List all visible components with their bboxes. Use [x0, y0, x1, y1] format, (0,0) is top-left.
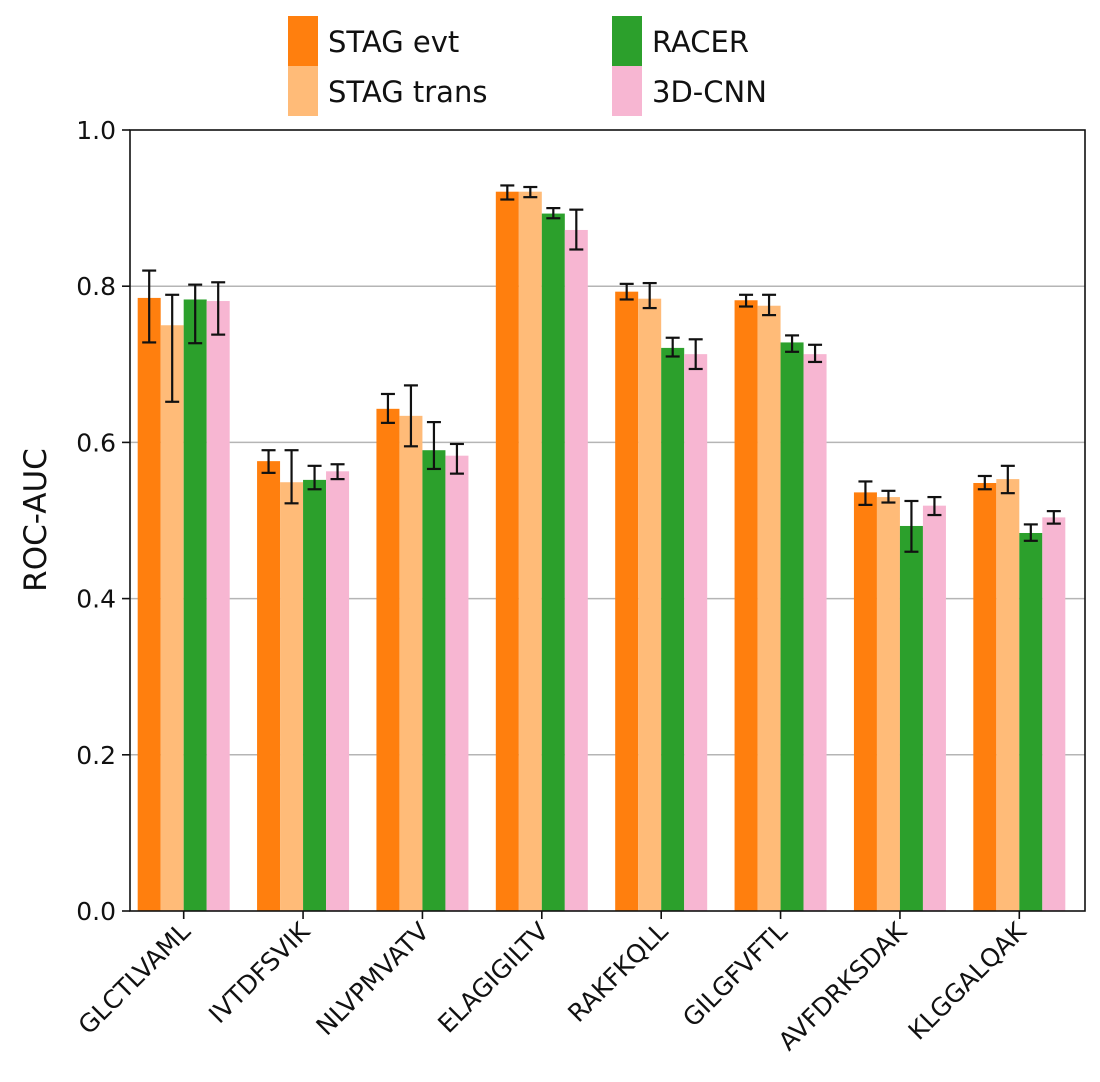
bar-3d-cnn-elagigiltv [564, 229, 588, 911]
bar-stag-evt-gilgfvftl [734, 300, 758, 911]
bar-3d-cnn-avfdrksdak [922, 505, 946, 911]
legend-swatch-3d-cnn [612, 66, 642, 116]
bar-stag-trans-nlvpmvatv [399, 415, 423, 911]
bar-stag-trans-gilgfvftl [757, 305, 781, 912]
legend-label-3d-cnn: 3D-CNN [652, 75, 767, 109]
bar-stag-evt-glctlvaml [137, 297, 161, 911]
legend-swatch-stag-trans [288, 66, 318, 116]
y-tick-label: 0.8 [76, 272, 116, 301]
bar-3d-cnn-ivtdfsvik [326, 471, 350, 911]
y-tick-label: 0.6 [76, 428, 116, 457]
bar-stag-evt-avfdrksdak [853, 492, 877, 911]
legend-swatch-stag-evt [288, 16, 318, 66]
bar-3d-cnn-klggalqak [1042, 517, 1066, 911]
bar-3d-cnn-rakfkqll [684, 354, 708, 912]
bar-3d-cnn-glctlvaml [206, 301, 230, 911]
legend: STAG evt STAG trans RACER 3D-CNN [288, 16, 767, 116]
bar-stag-trans-ivtdfsvik [280, 482, 304, 911]
bar-stag-evt-klggalqak [973, 483, 997, 911]
legend-label-stag-trans: STAG trans [328, 75, 487, 109]
bars [137, 191, 1066, 912]
y-tick-label: 0.0 [76, 897, 116, 926]
y-tick-label: 1.0 [76, 116, 116, 145]
bar-racer-klggalqak [1019, 532, 1043, 911]
bar-stag-evt-elagigiltv [495, 191, 519, 912]
x-tick-label-glctlvaml: GLCTLVAML [73, 917, 196, 1040]
y-axis-ticks: 0.0 0.2 0.4 0.6 0.8 1.0 [76, 116, 130, 926]
bar-stag-evt-nlvpmvatv [376, 408, 400, 911]
bar-racer-elagigiltv [541, 213, 565, 911]
x-tick-label-rakfkqll: RAKFKQLL [562, 917, 673, 1028]
x-tick-label-gilgfvftl: GILGFVFTL [677, 917, 793, 1033]
bar-racer-glctlvaml [183, 299, 207, 911]
x-tick-label-avfdrksdak: AVFDRKSDAK [773, 916, 913, 1056]
legend-swatch-racer [612, 16, 642, 66]
bar-stag-trans-klggalqak [996, 479, 1020, 911]
bar-racer-avfdrksdak [899, 525, 923, 911]
y-tick-label: 0.2 [76, 741, 116, 770]
plot-frame [129, 129, 1086, 912]
bar-stag-evt-rakfkqll [615, 291, 639, 911]
legend-label-racer: RACER [652, 25, 749, 59]
bar-racer-ivtdfsvik [303, 479, 327, 911]
bar-stag-trans-avfdrksdak [876, 497, 900, 911]
y-tick-label: 0.4 [76, 585, 116, 614]
x-tick-label-ivtdfsvik: IVTDFSVIK [203, 916, 316, 1029]
bar-stag-trans-elagigiltv [518, 191, 542, 912]
bar-stag-evt-ivtdfsvik [257, 461, 281, 911]
bar-stag-trans-glctlvaml [160, 325, 184, 911]
y-axis-label: ROC-AUC [18, 448, 54, 592]
x-tick-label-elagigiltv: ELAGIGILTV [432, 917, 554, 1039]
bar-3d-cnn-gilgfvftl [803, 354, 827, 912]
bar-racer-gilgfvftl [780, 342, 804, 911]
x-tick-label-klggalqak: KLGGALQAK [903, 916, 1032, 1045]
bar-racer-rakfkqll [661, 347, 685, 911]
x-tick-label-nlvpmvatv: NLVPMVATV [310, 917, 434, 1041]
bar-racer-nlvpmvatv [422, 450, 446, 911]
bar-3d-cnn-nlvpmvatv [445, 455, 469, 911]
bar-stag-trans-rakfkqll [638, 298, 662, 911]
legend-label-stag-evt: STAG evt [328, 25, 459, 59]
error-bars [142, 184, 1061, 553]
